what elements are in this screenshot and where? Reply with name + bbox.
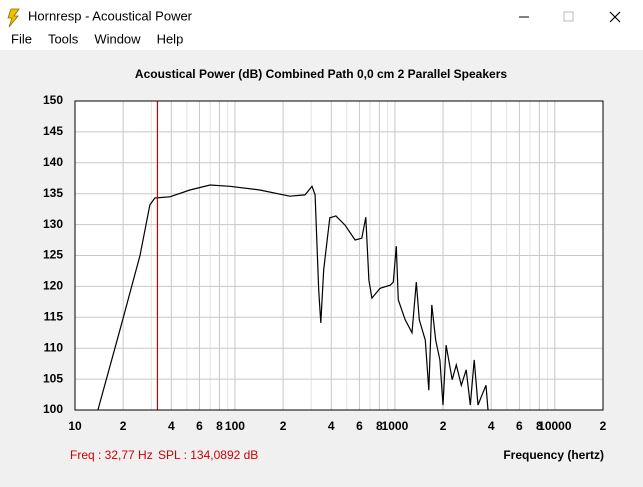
x-tick-label: 10000	[538, 419, 572, 433]
x-tick-label: 8	[536, 419, 543, 433]
x-tick-label: 8	[376, 419, 383, 433]
spl-curve	[97, 184, 489, 411]
x-tick-label: 6	[516, 419, 523, 433]
y-tick-label: 125	[43, 248, 63, 262]
y-tick-label: 115	[44, 309, 64, 323]
menu-bar: File Tools Window Help	[11, 31, 183, 46]
y-tick-label: 100	[43, 402, 63, 416]
x-tick-label: 2	[600, 419, 607, 433]
y-tick-label: 110	[44, 340, 64, 354]
x-tick-label: 6	[196, 419, 203, 433]
plot-border	[74, 100, 604, 411]
x-tick-label: 1000	[382, 419, 409, 433]
menu-item[interactable]: Help	[157, 31, 184, 46]
spl-readout: SPL : 134,0892 dB	[158, 448, 258, 462]
x-tick-label: 2	[280, 419, 287, 433]
y-tick-label: 130	[43, 217, 63, 231]
x-tick-label: 2	[120, 419, 127, 433]
title-bar	[0, 0, 643, 50]
menu-item[interactable]: Window	[94, 31, 141, 46]
x-tick-label: 100	[225, 419, 245, 433]
y-tick-label: 140	[43, 155, 63, 169]
menu-item[interactable]: File	[11, 31, 32, 46]
chart-title: Acoustical Power (dB) Combined Path 0,0 …	[135, 67, 507, 81]
y-tick-label: 105	[43, 371, 63, 385]
window-title: Hornresp - Acoustical Power	[28, 8, 193, 23]
app-icon	[7, 8, 20, 28]
x-tick-label: 4	[328, 419, 335, 433]
x-tick-label: 4	[488, 419, 495, 433]
x-tick-label: 2	[440, 419, 447, 433]
x-tick-label: 6	[356, 419, 363, 433]
menu-item[interactable]: Tools	[48, 31, 79, 46]
x-tick-label: 8	[216, 419, 223, 433]
x-tick-label: 10	[68, 419, 82, 433]
maximize-button[interactable]	[563, 11, 574, 22]
freq-readout: Freq : 32,77 Hz	[70, 448, 153, 462]
y-tick-label: 120	[43, 279, 63, 293]
y-tick-label: 145	[43, 124, 63, 138]
y-tick-label: 135	[43, 186, 63, 200]
y-tick-label: 150	[43, 93, 63, 107]
close-button[interactable]	[609, 11, 621, 23]
x-tick-label: 4	[168, 419, 175, 433]
x-axis-label: Frequency (hertz)	[503, 448, 604, 462]
